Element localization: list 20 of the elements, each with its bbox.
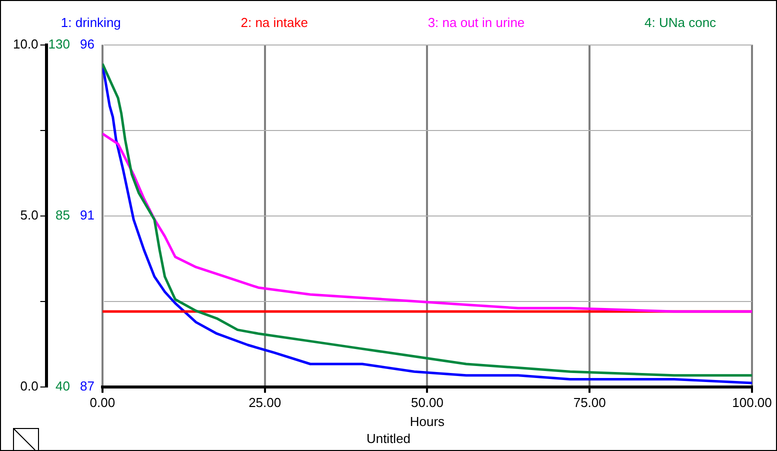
y-tick-label: 10.0 <box>12 36 38 52</box>
x-tick-label: 50.00 <box>410 395 444 410</box>
y3-tick-label: 130 <box>48 36 70 52</box>
text: 1: drinking <box>60 15 121 30</box>
text: 4: UNa conc <box>644 15 716 30</box>
text: Untitled <box>365 431 412 446</box>
y2-tick-label: 91 <box>80 207 94 222</box>
x-tick-label: 75.00 <box>573 395 606 410</box>
x-tick-label: 25.00 <box>248 395 282 410</box>
y2-tick-label: 87 <box>80 378 94 394</box>
y2-tick-label: 96 <box>80 36 94 52</box>
y-tick-label: 0.0 <box>20 378 38 394</box>
x-axis-title: Hours <box>410 414 446 429</box>
y3-tick-label: 85 <box>56 207 70 222</box>
text: 2: na intake <box>240 15 308 30</box>
y-tick-label: 5.0 <box>20 207 38 222</box>
y3-tick-label: 40 <box>56 378 70 394</box>
x-tick-label: 0.00 <box>90 395 116 410</box>
text: 3: na out in urine <box>428 15 525 30</box>
x-tick-label: 100.00 <box>732 395 772 410</box>
